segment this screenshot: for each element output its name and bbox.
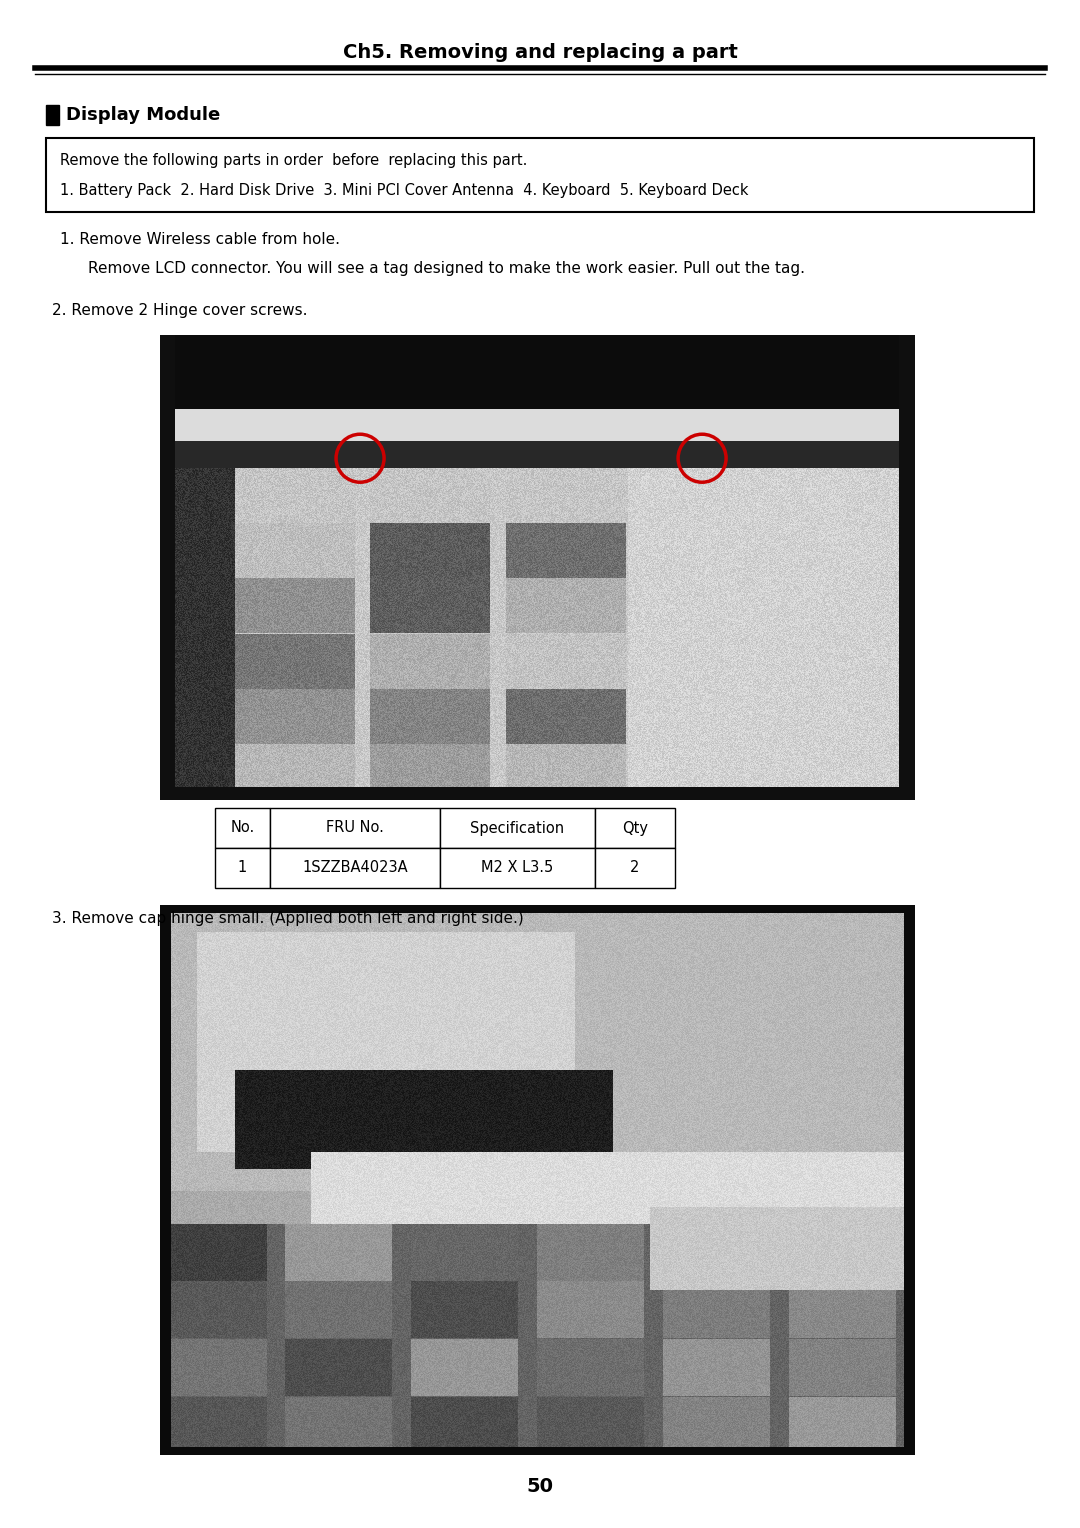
Bar xyxy=(46,138,1034,212)
Bar xyxy=(270,808,440,848)
Text: 1. Battery Pack  2. Hard Disk Drive  3. Mini PCI Cover Antenna  4. Keyboard  5. : 1. Battery Pack 2. Hard Disk Drive 3. Mi… xyxy=(60,183,748,199)
Bar xyxy=(215,808,270,848)
Text: 1. Remove Wireless cable from hole.: 1. Remove Wireless cable from hole. xyxy=(60,232,340,248)
Text: Qty: Qty xyxy=(622,821,648,836)
Text: M2 X L3.5: M2 X L3.5 xyxy=(482,860,554,876)
Text: 1: 1 xyxy=(238,860,247,876)
Text: 1SZZBA4023A: 1SZZBA4023A xyxy=(302,860,408,876)
Bar xyxy=(595,808,675,848)
Text: 2: 2 xyxy=(631,860,639,876)
Bar xyxy=(46,105,59,125)
Bar xyxy=(215,848,270,888)
Text: 2. Remove 2 Hinge cover screws.: 2. Remove 2 Hinge cover screws. xyxy=(52,303,308,318)
Text: Remove LCD connector. You will see a tag designed to make the work easier. Pull : Remove LCD connector. You will see a tag… xyxy=(87,260,805,275)
Text: Ch5. Removing and replacing a part: Ch5. Removing and replacing a part xyxy=(342,43,738,61)
Text: Remove the following parts in order  before  replacing this part.: Remove the following parts in order befo… xyxy=(60,153,527,168)
Bar xyxy=(440,848,595,888)
Text: 50: 50 xyxy=(527,1476,554,1496)
Text: No.: No. xyxy=(230,821,255,836)
Text: Specification: Specification xyxy=(471,821,565,836)
Text: Display Module: Display Module xyxy=(66,105,220,124)
Bar xyxy=(270,848,440,888)
Bar xyxy=(595,848,675,888)
Text: FRU No.: FRU No. xyxy=(326,821,383,836)
Bar xyxy=(440,808,595,848)
Text: 3. Remove cap hinge small. (Applied both left and right side.): 3. Remove cap hinge small. (Applied both… xyxy=(52,911,524,926)
